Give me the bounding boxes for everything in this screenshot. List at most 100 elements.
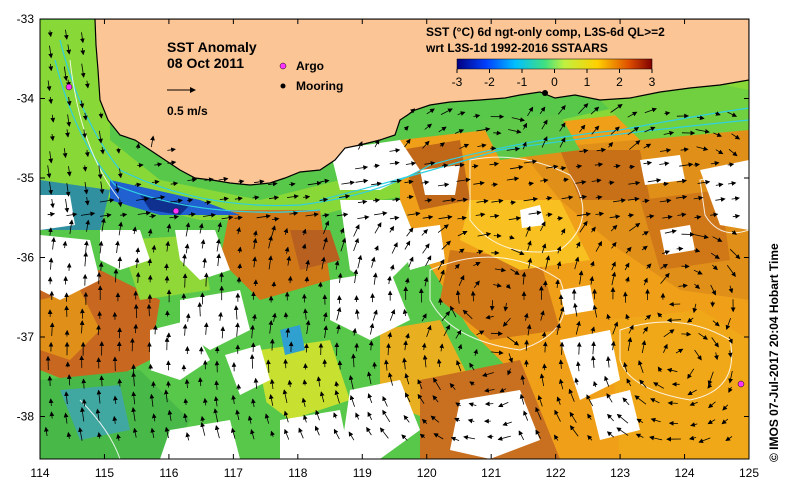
velocity-arrow — [555, 279, 560, 288]
velocity-arrow — [50, 198, 55, 209]
velocity-arrow — [616, 427, 629, 436]
velocity-arrow — [234, 215, 243, 221]
velocity-arrow — [468, 402, 477, 407]
velocity-arrow — [151, 179, 160, 185]
velocity-arrow — [335, 324, 341, 334]
velocity-arrow — [438, 214, 453, 220]
velocity-arrow — [236, 226, 241, 235]
plot-frame — [39, 18, 750, 460]
velocity-arrow — [80, 308, 85, 319]
velocity-arrow — [315, 409, 320, 421]
velocity-arrow — [355, 165, 369, 170]
velocity-arrow — [520, 374, 526, 385]
velocity-arrow — [417, 379, 423, 390]
velocity-arrow — [187, 198, 194, 203]
velocity-arrow — [340, 237, 347, 252]
velocity-arrow — [218, 311, 223, 321]
velocity-arrow — [442, 197, 457, 203]
velocity-arrow — [613, 163, 621, 169]
velocity-arrow — [164, 426, 170, 439]
velocity-arrow — [559, 122, 566, 132]
x-tick-label: 115 — [95, 466, 114, 480]
velocity-arrow — [528, 181, 534, 187]
velocity-arrow — [286, 255, 292, 266]
velocity-arrow — [185, 313, 191, 322]
colorbar-tick-label: -1 — [517, 75, 528, 89]
velocity-arrow — [477, 143, 487, 149]
velocity-arrow — [511, 248, 525, 256]
velocity-arrow — [236, 383, 242, 390]
velocity-arrow — [387, 372, 393, 386]
velocity-arrow — [675, 348, 684, 354]
velocity-arrow — [203, 322, 209, 335]
velocity-arrow — [433, 433, 444, 440]
velocity-arrow — [289, 181, 296, 187]
velocity-arrow — [182, 323, 188, 336]
velocity-arrow — [334, 260, 340, 270]
velocity-arrow — [591, 341, 596, 355]
velocity-arrow — [247, 415, 253, 424]
velocity-arrow — [462, 309, 473, 320]
velocity-arrow — [586, 394, 594, 407]
velocity-arrow — [694, 214, 702, 220]
velocity-arrow — [650, 398, 660, 404]
velocity-arrow — [49, 411, 55, 419]
velocity-arrow — [83, 240, 89, 253]
velocity-arrow — [268, 255, 273, 270]
velocity-arrow — [553, 434, 559, 441]
velocity-arrow — [575, 320, 581, 335]
velocity-arrow — [334, 389, 340, 404]
velocity-arrow — [698, 332, 708, 340]
velocity-arrow — [523, 410, 529, 421]
velocity-arrow — [82, 165, 88, 172]
velocity-arrow — [115, 240, 120, 253]
velocity-arrow — [147, 228, 153, 237]
velocity-arrow — [152, 195, 166, 200]
velocity-arrow — [430, 415, 440, 423]
velocity-arrow — [238, 179, 245, 185]
velocity-arrow — [628, 180, 641, 186]
velocity-arrow — [449, 382, 456, 390]
velocity-arrow — [473, 180, 485, 186]
velocity-arrow — [149, 393, 155, 407]
velocity-arrow — [137, 210, 151, 216]
velocity-arrow — [476, 127, 491, 132]
velocity-arrow — [712, 320, 720, 327]
velocity-arrow — [382, 395, 388, 407]
velocity-arrow — [131, 371, 137, 387]
velocity-arrow — [628, 324, 634, 334]
velocity-arrow — [689, 435, 697, 441]
velocity-arrow — [591, 178, 602, 184]
velocity-arrow — [455, 402, 461, 407]
velocity-arrow — [216, 253, 222, 267]
velocity-arrow — [252, 195, 260, 201]
velocity-arrow — [367, 411, 373, 420]
velocity-arrow — [198, 377, 203, 387]
velocity-arrow — [407, 211, 421, 217]
velocity-arrow — [406, 108, 416, 117]
velocity-arrow — [710, 212, 719, 218]
velocity-arrow — [728, 285, 734, 294]
velocity-arrow — [727, 111, 738, 117]
velocity-arrow — [48, 181, 54, 195]
colorbar-tick-label: 1 — [584, 75, 591, 89]
velocity-arrow — [183, 413, 188, 423]
velocity-arrow — [48, 96, 54, 105]
velocity-arrow — [610, 340, 616, 351]
velocity-arrow — [287, 379, 293, 388]
velocity-arrow — [131, 407, 136, 422]
velocity-arrow — [539, 106, 546, 115]
velocity-arrow — [137, 162, 144, 168]
velocity-arrow — [272, 312, 277, 322]
velocity-arrow — [715, 182, 724, 188]
colorbar-tick-label: 0 — [551, 75, 558, 89]
velocity-arrow — [687, 368, 695, 379]
velocity-arrow — [48, 63, 54, 72]
y-axis: -33-34-35-36-37-38 — [17, 12, 749, 424]
velocity-arrow — [235, 409, 240, 421]
velocity-arrow — [575, 241, 581, 249]
velocity-arrow — [323, 325, 329, 338]
velocity-arrow — [283, 312, 289, 319]
velocity-arrow — [341, 180, 355, 186]
velocity-arrow — [305, 320, 311, 335]
